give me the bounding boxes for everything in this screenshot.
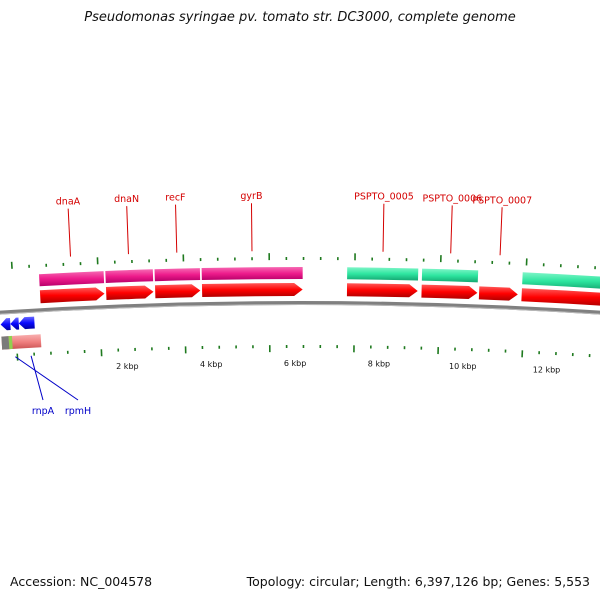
map-title: Pseudomonas syringae pv. tomato str. DC3…	[84, 10, 516, 25]
gene-label-leader	[67, 208, 72, 257]
cds-layer	[39, 283, 600, 306]
gene-layer	[38, 267, 600, 289]
tick-layer	[10, 253, 596, 361]
gene-label: recF	[165, 193, 185, 204]
reverse-cds-arrow	[18, 316, 35, 330]
scale-label: 2 kbp	[116, 362, 138, 371]
gene-band	[347, 267, 419, 281]
gene-label-leader	[382, 203, 385, 252]
reverse-gene-label: rpmH	[65, 406, 91, 417]
label-layer: 2 kbp 4 kbp 6 kbp 8 kbp 10 kbp 12 kbp dnaA dnaN…	[15, 191, 560, 417]
cds-arrow	[521, 288, 600, 306]
cds-arrow	[421, 284, 478, 300]
scale-label: 4 kbp	[200, 360, 222, 369]
reverse-label-leader	[30, 355, 44, 401]
gene-label-leader	[499, 207, 503, 256]
genome-summary-text: Topology: circular; Length: 6,397,126 bp…	[246, 574, 590, 589]
gene-band	[154, 268, 201, 282]
gene-label-leader	[126, 206, 129, 255]
scale-label: 12 kbp	[533, 366, 561, 375]
reverse-gene-band-green	[8, 335, 13, 350]
reverse-label-leader	[15, 356, 79, 401]
gene-label: PSPTO_0006	[422, 193, 482, 204]
cds-arrow	[105, 285, 154, 300]
backbone-arc	[0, 301, 600, 315]
gene-label-leader	[175, 204, 178, 253]
backbone-layer	[0, 301, 600, 315]
gene-band	[201, 267, 303, 281]
accession-text: Accession: NC_004578	[10, 574, 153, 589]
gene-label: dnaA	[56, 197, 81, 208]
cds-arrow	[478, 286, 518, 301]
reverse-gene-layer	[0, 316, 42, 350]
gene-label: dnaN	[114, 194, 139, 205]
cds-arrow	[39, 287, 105, 304]
gene-band	[105, 269, 154, 284]
scale-label: 10 kbp	[449, 362, 477, 371]
cds-arrow	[155, 284, 201, 299]
backbone-highlight	[0, 304, 600, 315]
reverse-cds-arrow	[10, 317, 20, 330]
gene-band	[421, 268, 479, 283]
scale-label: 8 kbp	[368, 360, 390, 369]
gene-label: gyrB	[240, 191, 262, 202]
cds-arrow	[201, 283, 303, 298]
gene-label: PSPTO_0007	[472, 195, 532, 206]
gene-band	[522, 272, 600, 289]
reverse-gene-band-dark	[1, 336, 10, 350]
gene-band	[38, 271, 105, 287]
gene-label: PSPTO_0005	[354, 192, 414, 203]
scale-label: 6 kbp	[284, 359, 306, 368]
gene-label-leader	[450, 205, 453, 254]
cds-arrow	[346, 283, 418, 298]
reverse-gene-label: rnpA	[32, 406, 55, 417]
reverse-cds-arrow	[0, 318, 11, 331]
